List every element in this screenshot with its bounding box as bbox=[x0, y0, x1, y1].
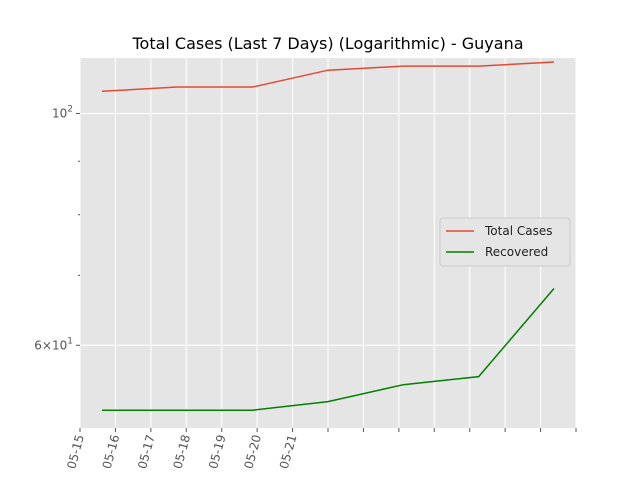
series-line-recovered bbox=[102, 288, 555, 411]
chart-title: Total Cases (Last 7 Days) (Logarithmic) … bbox=[131, 34, 523, 53]
y-tick-label: 102 bbox=[52, 104, 73, 120]
x-tick-label: 05-18 bbox=[171, 433, 194, 470]
x-tick-label: 05-19 bbox=[206, 433, 229, 470]
x-axis: 05-15 05-16 05-17 05-18 05-19 05-20 05-21 bbox=[64, 428, 577, 470]
x-tick-label: 05-20 bbox=[241, 433, 264, 470]
series-line-total-cases bbox=[101, 61, 555, 93]
legend: Total Cases Recovered bbox=[439, 217, 571, 267]
x-tick-label: 05-17 bbox=[135, 433, 158, 470]
legend-label: Recovered bbox=[485, 245, 548, 259]
x-tick-label: 05-16 bbox=[100, 433, 123, 470]
x-tick-label: 05-21 bbox=[277, 433, 300, 470]
series-layer bbox=[101, 61, 555, 411]
y-tick-label: 6×101 bbox=[34, 336, 73, 352]
legend-label: Total Cases bbox=[484, 224, 552, 238]
y-axis: 102 6×101 bbox=[34, 104, 80, 352]
x-tick-label: 05-15 bbox=[64, 433, 87, 470]
legend-box bbox=[439, 217, 571, 267]
